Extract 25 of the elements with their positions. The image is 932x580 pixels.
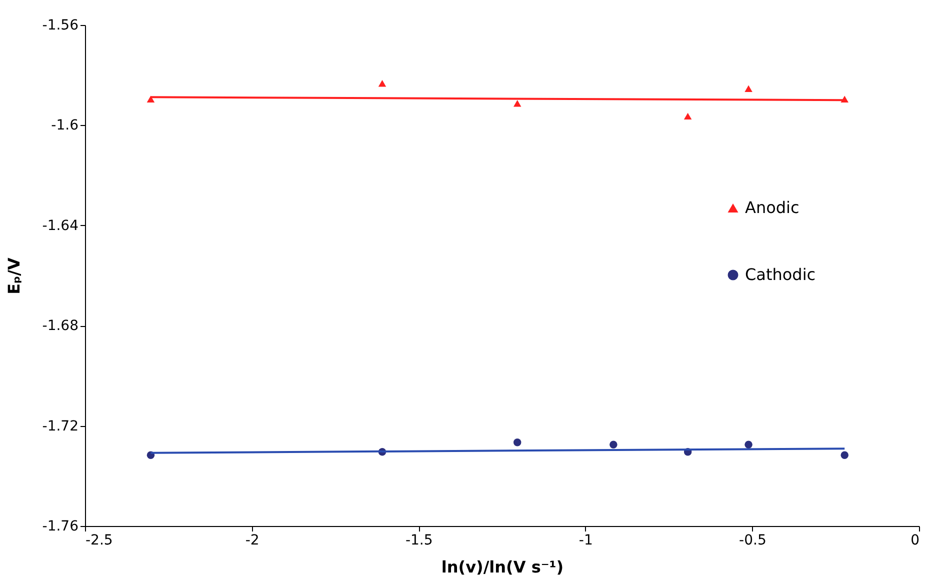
y-tick-label: -1.64 (42, 218, 79, 234)
y-tick-label: -1.76 (42, 518, 79, 534)
legend-label: Cathodic (745, 265, 816, 284)
point (744, 440, 752, 448)
legend-label: Anodic (745, 198, 800, 217)
point (744, 85, 752, 92)
y-tick-label: -1.56 (42, 18, 79, 34)
point (684, 112, 692, 120)
x-tick-label: -1.5 (405, 532, 433, 548)
y-tick-label: -1.72 (42, 418, 78, 434)
y-tick-label: -1.6 (51, 118, 79, 134)
point (513, 438, 522, 446)
point (610, 440, 618, 448)
x-tick-label: -2 (245, 532, 260, 548)
point (840, 451, 848, 459)
x-tick-label: -2.5 (86, 532, 113, 548)
x-tick-label: 0 (910, 532, 920, 548)
x-tick-label: -1 (578, 532, 593, 548)
point (378, 80, 386, 87)
y-axis-title: Eₚ/V (4, 256, 24, 294)
point (513, 100, 522, 107)
point (146, 96, 155, 102)
x-axis-title: ln(v)/ln(V s⁻¹) (441, 558, 564, 576)
y-tick-label: -1.68 (42, 318, 78, 334)
x-tick-label: -0.5 (739, 532, 766, 548)
